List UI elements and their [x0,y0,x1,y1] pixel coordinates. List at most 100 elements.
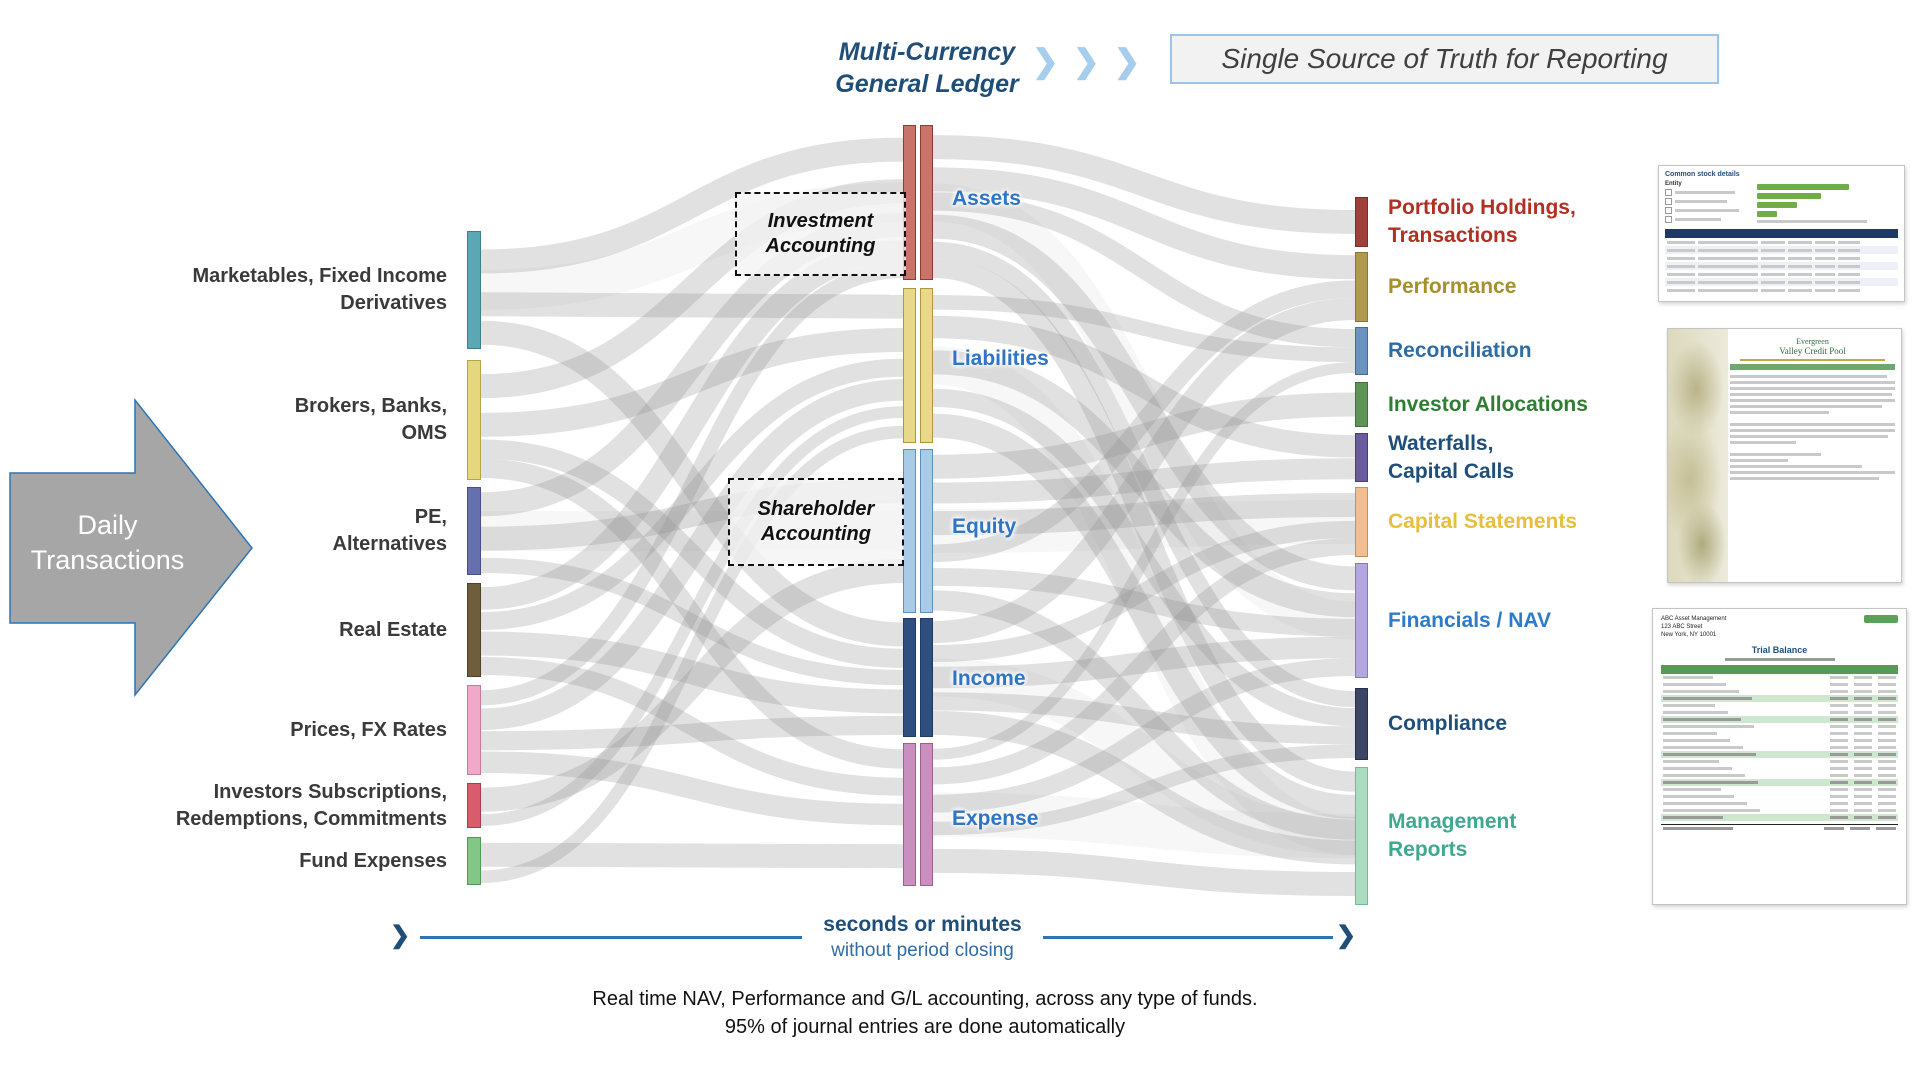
source-label-pe: PE, Alternatives [332,506,448,555]
tree-watermark [1668,329,1728,582]
gl-label-income: Income [952,667,1026,690]
band-income-mgmt [932,658,1356,855]
output-label-capital_stmts: Capital Statements [1388,510,1578,533]
source-label-brokers: Brokers, Banks, OMS [294,395,447,444]
source-label-prices: Prices, FX Rates [290,718,447,741]
t1-table [1665,229,1898,294]
flow-marketables-liabilities [480,292,904,319]
t3-company: ABC Asset Management [1661,616,1727,622]
flow-expense-financials [932,658,1356,813]
flow-equity-investor_alloc [932,392,1356,479]
flow-assets-mgmt [932,257,1356,792]
flow-prices-income [480,715,904,751]
gl-bar-equity-1 [903,449,916,613]
t3-logo [1864,615,1898,623]
output-label-waterfalls: Waterfalls, Capital Calls [1388,431,1515,483]
checkbox-icon [1665,198,1672,205]
gl-bar-income-1 [903,618,916,737]
flow-marketables-assets [480,137,904,274]
t1-body: Entity [1665,181,1898,225]
flow-brokers-liabilities [480,327,904,437]
gl-label-assets: Assets [952,187,1021,210]
output-bar-performance [1355,252,1368,322]
t3-row [1661,786,1898,793]
gl-bar-liabilities-1 [903,288,916,443]
timeline-start-chevron-icon: ❯ [390,922,411,949]
source-bar-marketables [467,231,481,349]
t3-row [1661,793,1898,800]
t2-title2: Valley Credit Pool [1779,346,1846,356]
t3-row [1661,688,1898,695]
output-label-mgmt: Management Reports [1388,810,1517,861]
t3-row [1661,807,1898,814]
report-thumbnail-stock-details[interactable]: Common stock details Entity [1658,165,1905,302]
flow-brokers-expense [480,458,904,769]
caption-line2: 95% of journal entries are done automati… [724,1016,1126,1038]
flow-assets-portfolio [932,135,1356,234]
flow-expense-compliance [932,744,1356,836]
gl-bar-liabilities-2 [920,288,933,443]
t3-row [1661,723,1898,730]
flow-equity-waterfalls [932,458,1356,504]
flow-assets-compliance [932,241,1356,708]
timeline-line-right [1043,936,1333,939]
flow-assets-reconciliation [932,192,1356,348]
t3-row [1661,744,1898,751]
t3-date-stub [1724,658,1835,661]
shareholder-accounting-box: Shareholder Accounting [728,478,904,566]
daily-transactions-arrow [9,397,253,698]
source-bar-pe [467,487,481,575]
flow-assets-financials [932,214,1356,591]
gl-bar-expense-1 [903,743,916,886]
flow-prices-liabilities [480,379,904,730]
t1-table-row [1665,270,1898,278]
flow-marketables-income [480,320,904,647]
timeline-line-left [420,936,802,939]
output-bar-financials [1355,563,1368,678]
caption-line1: Real time NAV, Performance and G/L accou… [592,988,1258,1010]
t3-row [1661,779,1898,786]
investment-accounting-label: Investment Accounting [765,210,876,257]
flow-equity-capital_stmts [932,492,1356,536]
ledger-line2: General Ledger [835,70,1019,98]
gl-bar-assets-2 [920,125,933,280]
investment-accounting-box: Investment Accounting [735,192,906,276]
output-label-reconciliation: Reconciliation [1388,339,1532,362]
flow-income-financials [932,636,1356,689]
t3-row [1661,716,1898,723]
output-bar-capital_stmts [1355,487,1368,557]
checkbox-icon [1665,216,1672,223]
output-bar-reconciliation [1355,327,1368,375]
t3-row [1661,814,1898,821]
source-bar-realestate [467,583,481,677]
flow-assets-performance [932,167,1356,280]
report-thumbnail-trial-balance[interactable]: ABC Asset Management 123 ABC Street New … [1652,608,1907,905]
flow-liabilities-compliance [932,388,1356,727]
source-label-fund: Fund Expenses [299,849,447,872]
flow-income-compliance [932,692,1356,745]
band-equity-capital_stmts [932,500,1356,553]
gl-bar-income-2 [920,618,933,737]
gl-bar-equity-2 [920,449,933,613]
t2-gold-rule [1740,359,1885,361]
output-bar-mgmt [1355,767,1368,905]
t1-bar-chart [1751,181,1898,225]
gl-label-equity: Equity [952,515,1017,538]
output-label-performance: Performance [1388,275,1517,298]
timeline-duration-label: seconds or minutes [823,913,1022,936]
flow-realestate-expense [480,657,904,796]
daily-label-line2: Transactions [30,545,185,575]
t3-row [1661,737,1898,744]
t3-row [1661,702,1898,709]
t3-row [1661,709,1898,716]
timeline-subtitle: without period closing [831,940,1014,961]
flow-liabilities-mgmt [932,413,1356,819]
flow-income-capital_stmts [932,520,1356,663]
report-thumbnail-credit-pool-letter[interactable]: Evergreen Valley Credit Pool [1667,328,1902,583]
output-bar-investor_alloc [1355,382,1368,427]
t2-green-subtitle-bar [1730,364,1895,370]
output-label-portfolio: Portfolio Holdings, Transactions [1388,196,1576,247]
flow-liabilities-reconciliation [932,294,1356,363]
t1-table-row [1665,246,1898,254]
